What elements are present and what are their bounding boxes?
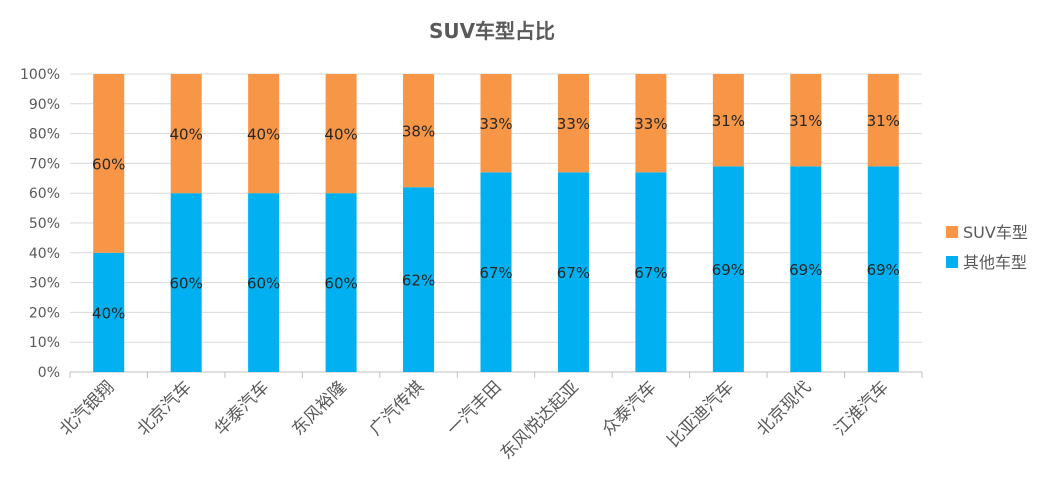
bar-segment <box>557 172 589 372</box>
bar-segment <box>557 74 589 173</box>
bar-segment <box>248 193 280 372</box>
y-tick-label: 90% <box>29 97 60 113</box>
data-label: 40% <box>170 126 203 144</box>
bar-segment <box>790 74 822 167</box>
legend-swatch <box>946 256 958 268</box>
bar-segment <box>712 74 744 167</box>
data-label: 31% <box>867 112 900 130</box>
bar-segment <box>480 172 512 372</box>
bar-segment <box>480 74 512 173</box>
bar-segment <box>93 252 125 372</box>
y-tick-label: 50% <box>29 216 60 232</box>
y-tick-label: 70% <box>29 156 60 172</box>
data-label: 40% <box>247 126 280 144</box>
legend-label: SUV车型 <box>963 223 1028 242</box>
x-tick-label: 东风悦达起亚 <box>497 377 583 463</box>
bar-segment <box>403 187 435 372</box>
data-label: 60% <box>247 275 280 293</box>
bar-segment <box>712 166 744 372</box>
bars <box>93 74 899 372</box>
chart-title: SUV车型占比 <box>429 19 555 43</box>
data-label: 69% <box>867 261 900 279</box>
data-label: 40% <box>92 304 125 322</box>
bar-segment <box>867 74 899 167</box>
x-tick-label: 东风裕隆 <box>288 377 350 439</box>
data-label: 31% <box>789 112 822 130</box>
legend-item[interactable]: SUV车型 <box>946 223 1028 242</box>
bar-segment <box>170 74 202 194</box>
x-tick-label: 北汽银翔 <box>56 377 118 439</box>
bar-segment <box>403 74 435 188</box>
legend-item[interactable]: 其他车型 <box>946 253 1027 272</box>
x-tick-label: 北京现代 <box>753 377 815 439</box>
x-tick-label: 众泰汽车 <box>598 377 660 439</box>
data-label: 33% <box>557 115 590 133</box>
y-tick-label: 0% <box>38 365 60 381</box>
x-tick-label: 江淮汽车 <box>831 377 893 439</box>
data-label: 67% <box>557 264 590 282</box>
y-tick-label: 10% <box>29 335 60 351</box>
bar-segment <box>325 74 357 194</box>
data-labels: 40% 60% 60% 40% 60% 40% 60% 40% 62% 38% 67% 33% 67% 3… <box>92 112 900 322</box>
x-tick-label: 华泰汽车 <box>211 377 273 439</box>
bar-segment <box>790 166 822 372</box>
y-tick-label: 100% <box>20 67 60 83</box>
y-tick-label: 80% <box>29 127 60 143</box>
data-label: 33% <box>634 115 667 133</box>
y-tick-label: 60% <box>29 186 60 202</box>
data-label: 33% <box>479 115 512 133</box>
data-label: 31% <box>712 112 745 130</box>
y-tick-label: 40% <box>29 246 60 262</box>
bar-segment <box>635 74 667 173</box>
legend-swatch <box>946 226 958 238</box>
bar-segment <box>170 193 202 372</box>
y-tick-label: 20% <box>29 305 60 321</box>
y-tick-label: 30% <box>29 276 60 292</box>
bar-segment <box>635 172 667 372</box>
data-label: 67% <box>634 264 667 282</box>
axes: 0% 10% 20% 30% 40% 50% 60% 70% 80% 90% 100% 北汽银翔 北京汽… <box>20 67 923 464</box>
data-label: 38% <box>402 123 435 141</box>
x-tick-label: 一汽丰田 <box>443 377 505 439</box>
data-label: 40% <box>324 126 357 144</box>
data-label: 67% <box>479 264 512 282</box>
x-tick-label: 广汽传祺 <box>366 377 428 439</box>
x-tick-label: 北京汽车 <box>133 377 195 439</box>
data-label: 62% <box>402 272 435 290</box>
legend-label: 其他车型 <box>963 253 1027 272</box>
bar-segment <box>248 74 280 194</box>
data-label: 60% <box>324 275 357 293</box>
bar-segment <box>867 166 899 372</box>
data-label: 69% <box>789 261 822 279</box>
bar-segment <box>325 193 357 372</box>
data-label: 60% <box>170 275 203 293</box>
data-label: 69% <box>712 261 745 279</box>
x-tick-label: 比亚迪汽车 <box>664 377 738 451</box>
bar-segment <box>93 74 125 253</box>
data-label: 60% <box>92 155 125 173</box>
